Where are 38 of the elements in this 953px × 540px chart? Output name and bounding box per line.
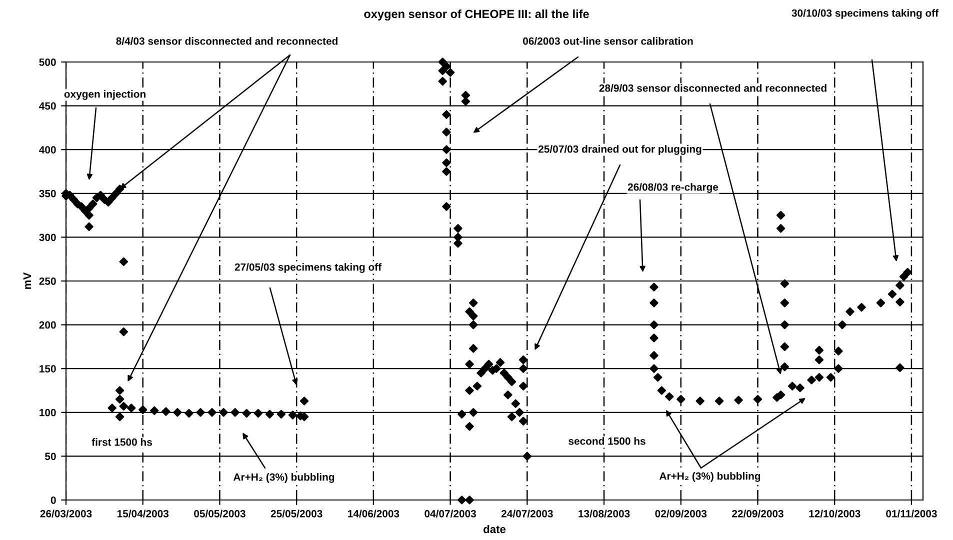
x-tick-label: 01/11/2003 bbox=[886, 510, 937, 518]
chart-title: oxygen sensor of CHEOPE III: all the life bbox=[364, 9, 589, 21]
x-tick-label: 02/09/2003 bbox=[655, 510, 707, 518]
x-tick-label: 26/03/2003 bbox=[40, 510, 92, 518]
text: 06/2003 out-line sensor calibration bbox=[523, 37, 693, 45]
annotation: 8/4/03 sensor disconnected and reconnected bbox=[116, 37, 338, 45]
x-tick-label: 25/05/2003 bbox=[270, 510, 322, 518]
y-tick-label: 450 bbox=[39, 102, 56, 110]
y-tick-label: 50 bbox=[45, 452, 56, 460]
x-tick-label: 15/04/2003 bbox=[117, 510, 169, 518]
y-tick-label: 300 bbox=[39, 234, 56, 242]
x-tick-label: 12/10/2003 bbox=[809, 510, 860, 518]
y-tick-label: 250 bbox=[39, 278, 56, 285]
x-axis-title: date bbox=[484, 524, 506, 534]
x-tick-label: 05/05/2003 bbox=[194, 510, 246, 518]
y-tick-label: 200 bbox=[39, 321, 56, 329]
y-tick-label: 100 bbox=[40, 408, 56, 416]
annotation: 28/9/03 sensor disconnected and reconnected bbox=[599, 84, 826, 92]
x-tick-label: 14/06/2003 bbox=[348, 510, 400, 518]
annotation: 25/07/03 drained out for plugging bbox=[538, 145, 702, 155]
text: 30/10/03 specimens taking off bbox=[792, 9, 939, 19]
x-tick-label: 13/08/2003 bbox=[578, 510, 630, 518]
annotation: Ar+H₂ (3%) bubbling bbox=[659, 472, 760, 482]
annotation: 27/05/03 specimens taking off bbox=[234, 263, 382, 273]
x-tick-label: 04/07/2003 bbox=[424, 510, 476, 518]
annotation: 26/08/03 re-charge bbox=[628, 183, 718, 193]
y-tick-label: 400 bbox=[39, 146, 56, 154]
y-tick-label: 350 bbox=[39, 190, 56, 198]
x-tick-label: 24/07/2003 bbox=[501, 510, 553, 518]
annotation: Ar+H₂ (3%) bubbling bbox=[233, 473, 334, 483]
y-tick-label: 0 bbox=[50, 496, 56, 504]
annotation: first 1500 hs bbox=[92, 438, 152, 446]
y-tick-label: 500 bbox=[39, 58, 56, 66]
y-tick-label: 150 bbox=[40, 365, 56, 372]
x-tick-label: 22/09/2003 bbox=[732, 510, 784, 518]
annotation: oxygen injection bbox=[64, 90, 146, 100]
annotation: second 1500 hs bbox=[568, 437, 646, 445]
y-axis-title: mV bbox=[23, 272, 32, 289]
